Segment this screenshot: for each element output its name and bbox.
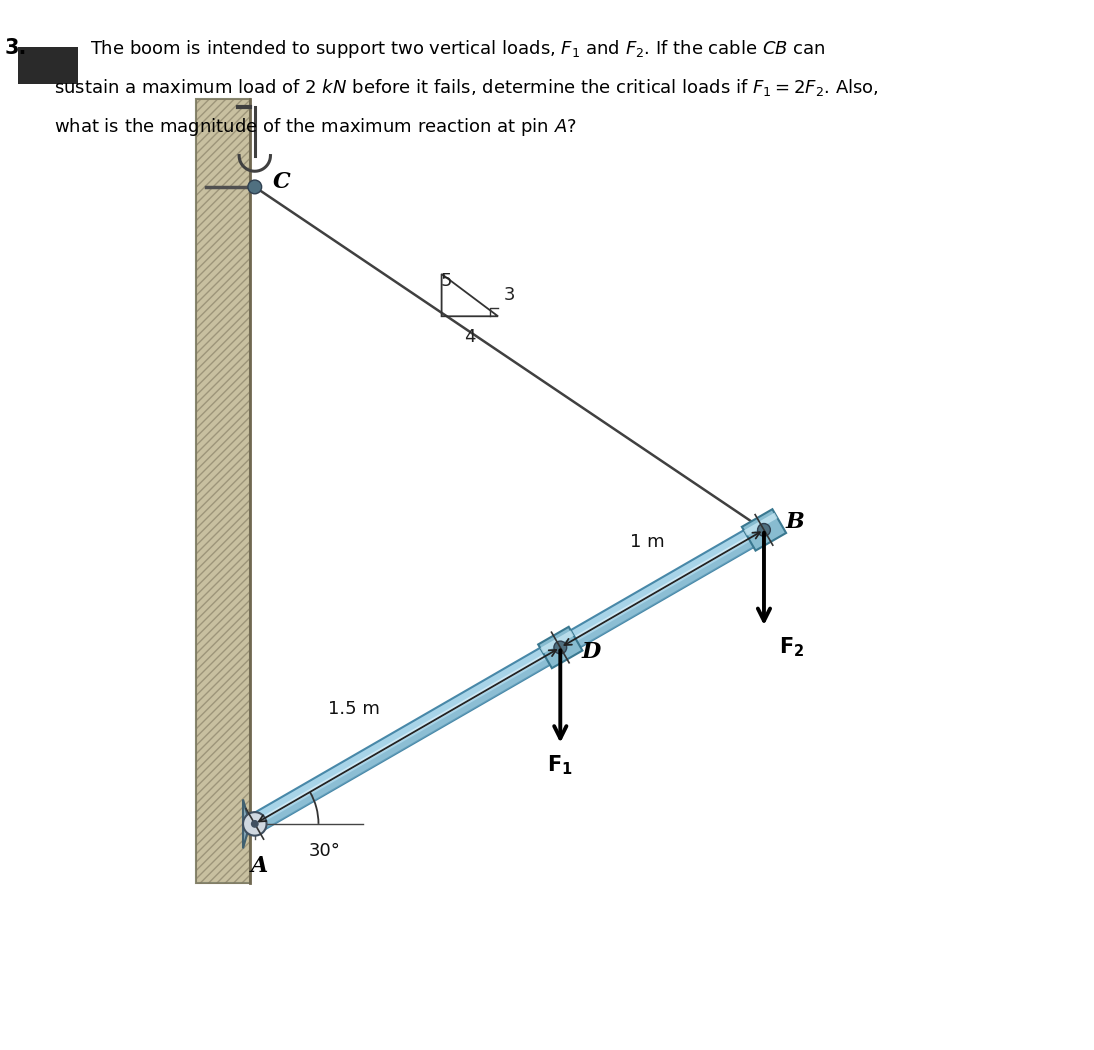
Text: what is the magnitude of the maximum reaction at pin $A$?: what is the magnitude of the maximum rea…: [54, 117, 577, 139]
Circle shape: [758, 524, 770, 537]
Text: 3: 3: [504, 286, 515, 304]
Text: D: D: [582, 642, 601, 664]
Text: 3.: 3.: [4, 38, 27, 58]
Polygon shape: [538, 627, 582, 668]
Text: 5: 5: [441, 272, 452, 290]
Circle shape: [243, 812, 267, 836]
Polygon shape: [742, 509, 787, 550]
Bar: [18, 47, 79, 84]
Text: B: B: [785, 511, 804, 533]
Text: C: C: [272, 171, 290, 193]
Circle shape: [554, 642, 567, 654]
Text: 1.5 m: 1.5 m: [328, 700, 380, 718]
Text: A: A: [251, 856, 268, 877]
Text: sustain a maximum load of 2 $kN$ before it fails, determine the critical loads i: sustain a maximum load of 2 $kN$ before …: [54, 77, 878, 98]
Polygon shape: [249, 522, 769, 833]
Bar: [196, 99, 249, 883]
Polygon shape: [540, 630, 574, 653]
Polygon shape: [256, 532, 769, 833]
Polygon shape: [243, 799, 249, 848]
Bar: [196, 99, 249, 883]
Text: 4: 4: [464, 328, 476, 347]
Text: 30°: 30°: [309, 841, 340, 860]
Polygon shape: [744, 512, 778, 536]
Text: 1 m: 1 m: [630, 533, 665, 551]
Text: $\mathbf{F_2}$: $\mathbf{F_2}$: [779, 635, 804, 659]
Text: The boom is intended to support two vertical loads, $F_1$ and $F_2$. If the cabl: The boom is intended to support two vert…: [90, 38, 826, 60]
Circle shape: [251, 820, 258, 827]
Text: $\mathbf{F_1}$: $\mathbf{F_1}$: [547, 753, 573, 777]
Circle shape: [248, 180, 261, 194]
Polygon shape: [254, 527, 765, 825]
